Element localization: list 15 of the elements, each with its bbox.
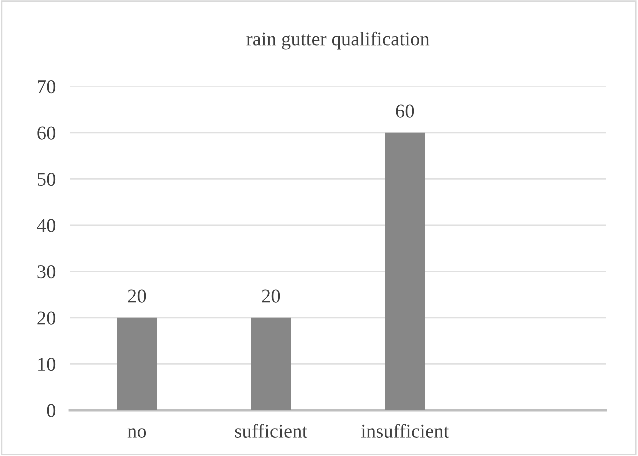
- y-tick-label: 40: [37, 219, 56, 232]
- x-tick-label: insufficient: [361, 424, 450, 438]
- y-tick-label: 50: [38, 172, 56, 186]
- y-tick-label: 70: [38, 80, 56, 94]
- data-label: 20: [262, 290, 280, 303]
- data-label: 60: [396, 104, 414, 118]
- x-tick-label: no: [128, 428, 146, 438]
- y-tick-label: 0: [47, 404, 56, 418]
- y-tick-label: 60: [38, 126, 56, 140]
- y-tick-label: 30: [38, 265, 56, 279]
- x-tick-label: sufficient: [235, 424, 308, 438]
- data-label: 20: [128, 290, 146, 303]
- y-tick-label: 20: [38, 312, 56, 325]
- chart-title: rain gutter qualification: [246, 32, 430, 50]
- y-tick-label: 10: [38, 358, 56, 372]
